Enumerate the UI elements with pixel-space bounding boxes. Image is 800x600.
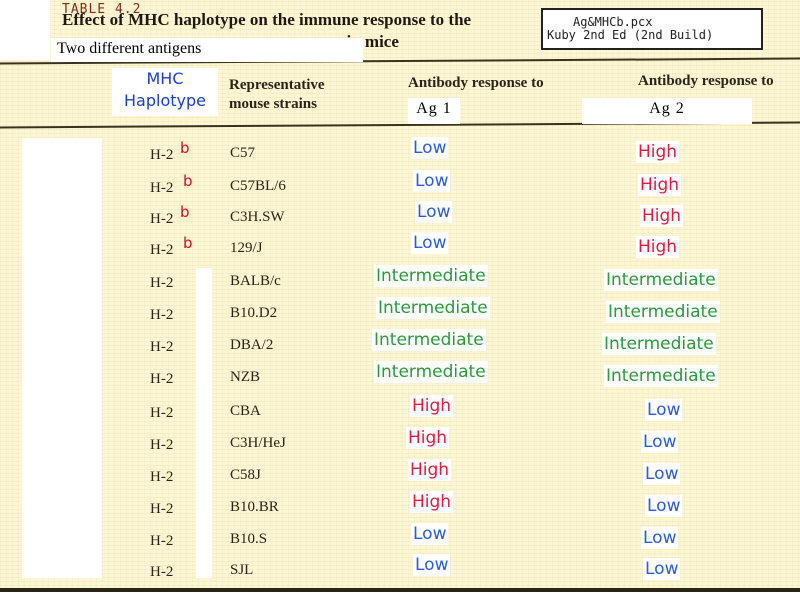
strain-cell: DBA/2 [230, 337, 274, 353]
ag2-response-cell: Low [645, 495, 683, 517]
file-label-name: Ag&MHCb.pcx [573, 15, 653, 29]
table-number: TABLE 4.2 [62, 2, 142, 17]
ag1-response-cell: Low [413, 170, 451, 192]
haplotype-superscript: b [183, 234, 193, 252]
ag2-response-cell: Intermediate [604, 365, 718, 387]
strains-header-line1: Representative [229, 77, 325, 93]
ag1-response-cell: High [406, 427, 450, 449]
table-title-line1: Effect of MHC haplotype on the immune re… [62, 10, 472, 29]
ag2-response-cell: Low [641, 431, 679, 453]
ag1-response-cell: Low [413, 554, 451, 576]
strains-header-line2: mouse strains [229, 96, 317, 112]
haplotype-cell: H-2 [150, 242, 174, 258]
ag2-response-cell: Low [641, 527, 679, 549]
ag2-response-cell: High [636, 141, 680, 163]
strain-cell: C57 [230, 145, 256, 161]
ag1-header: Ag 1 [408, 98, 460, 124]
ag2-response-cell: High [638, 174, 682, 196]
haplotype-cell: H-2 [150, 147, 174, 163]
haplotype-cell: H-2 [150, 307, 174, 323]
ag1-response-cell: Low [415, 201, 453, 223]
haplotype-cell: H-2 [150, 469, 174, 485]
table-bottom-rule [0, 588, 800, 592]
strain-cell: C58J [230, 467, 261, 483]
haplotype-cell: H-2 [150, 437, 174, 453]
ag2-header: Ag 2 [582, 98, 752, 124]
haplotype-cell: H-2 [150, 501, 174, 517]
haplotype-cell: H-2 [150, 564, 174, 580]
haplotype-cell: H-2 [150, 275, 174, 291]
haplotype-cell: H-2 [150, 533, 174, 549]
ag2-response-cell: High [640, 205, 684, 227]
strain-cell: C57BL/6 [230, 178, 286, 194]
ag1-response-cell: Intermediate [372, 329, 486, 351]
haplotype-cell: H-2 [150, 180, 174, 196]
mhc-header-line1: MHC [146, 69, 184, 88]
strain-cell: B10.S [230, 531, 268, 547]
strain-cell: CBA [230, 403, 261, 419]
haplotype-cell: H-2 [150, 339, 174, 355]
ag2-response-cell: Intermediate [606, 301, 720, 323]
haplotype-cell: H-2 [150, 211, 174, 227]
haplotype-superscript: b [180, 203, 190, 221]
ag2-response-cell: Low [643, 463, 681, 485]
strain-cell: C3H.SW [230, 209, 285, 225]
ag2-response-cell: Low [643, 558, 681, 580]
antibody-col1-header: Antibody response to [408, 75, 544, 91]
haplotype-cell: H-2 [150, 405, 174, 421]
haplotype-cell: H-2 [150, 371, 174, 387]
strain-cell: B10.BR [230, 499, 279, 515]
ag2-response-cell: Intermediate [604, 269, 718, 291]
ag2-response-cell: Intermediate [602, 333, 716, 355]
antibody-col2-header: Antibody response to [638, 73, 774, 89]
ag1-response-cell: High [410, 395, 454, 417]
ag1-response-cell: Intermediate [376, 297, 490, 319]
ag1-response-cell: High [408, 459, 452, 481]
ag2-response-cell: Low [645, 399, 683, 421]
ag1-response-cell: Intermediate [374, 361, 488, 383]
left-column-mask [22, 138, 102, 578]
ag1-response-cell: Intermediate [374, 265, 488, 287]
strain-cell: NZB [230, 369, 260, 385]
strain-cell: C3H/HeJ [230, 435, 286, 451]
strain-cell: 129/J [230, 240, 263, 256]
strain-cell: SJL [230, 562, 254, 578]
ag1-response-cell: Low [411, 523, 449, 545]
mhc-header-line2: Haplotype [124, 91, 206, 110]
ag1-response-cell: Low [411, 137, 449, 159]
mhc-haplotype-header: MHC Haplotype [112, 68, 218, 116]
overlay-label: Two different antigens [51, 38, 363, 62]
file-label-box: Ag&MHCb.pcx Kuby 2nd Ed (2nd Build) [541, 8, 763, 50]
left-margin-mask [0, 0, 50, 60]
strain-cell: BALB/c [230, 273, 281, 289]
ag1-response-cell: Low [411, 232, 449, 254]
strain-cell: B10.D2 [230, 305, 278, 321]
haplotype-superscript: b [180, 139, 190, 157]
haplotype-superscript: b [183, 172, 193, 190]
strains-header: Representative mouse strains [229, 76, 325, 114]
file-label-source: Kuby 2nd Ed (2nd Build) [547, 28, 714, 42]
ag1-response-cell: High [410, 491, 454, 513]
strain-gap-mask [196, 268, 212, 578]
ag2-response-cell: High [636, 236, 680, 258]
